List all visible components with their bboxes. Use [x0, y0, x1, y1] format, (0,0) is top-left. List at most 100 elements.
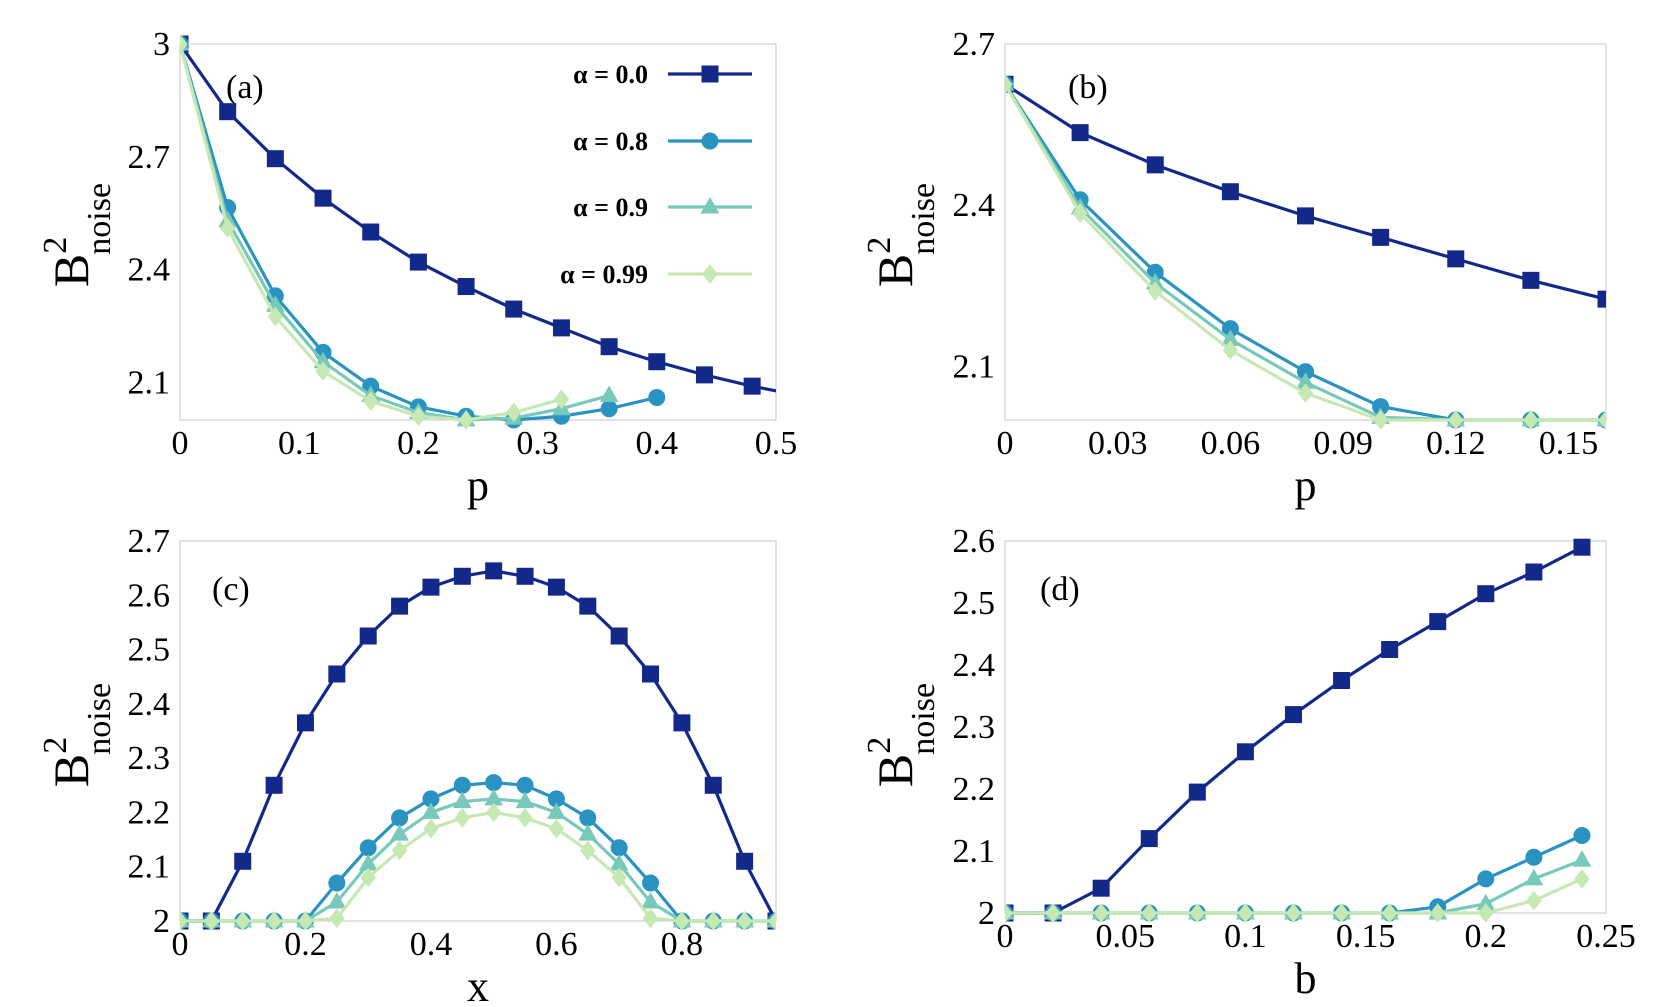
- data-point: [743, 377, 761, 395]
- x-tick-label: 0.2: [1465, 918, 1508, 955]
- data-point: [736, 852, 754, 870]
- x-tick-label: 0.4: [410, 926, 453, 963]
- x-tick-label: 0: [172, 425, 189, 462]
- data-point: [234, 852, 252, 870]
- data-point: [390, 824, 409, 841]
- data-point: [297, 911, 314, 931]
- series-alpha-0-99-a: [180, 34, 570, 430]
- data-point: [1284, 706, 1302, 724]
- x-tick-label: 0.6: [535, 926, 578, 963]
- data-point: [423, 818, 439, 839]
- data-point: [267, 306, 283, 327]
- data-point: [1092, 879, 1110, 897]
- data-point: [422, 578, 440, 596]
- data-point: [547, 802, 566, 819]
- data-point: [1381, 641, 1399, 658]
- data-point: [391, 597, 409, 615]
- x-tick-label: 0.2: [284, 926, 327, 963]
- data-point: [600, 400, 618, 418]
- x-tick-label: 0.05: [1095, 918, 1155, 955]
- data-point: [1597, 290, 1606, 308]
- series-line: [180, 43, 610, 422]
- y-tick-label: 2.1: [128, 849, 171, 886]
- data-point: [548, 818, 565, 839]
- series-alpha-0-0-c: [180, 562, 776, 930]
- y-tick-label: 2.3: [953, 709, 996, 746]
- panel-label-d: (d): [1040, 571, 1080, 608]
- legend-marker: [700, 196, 720, 214]
- data-point: [235, 911, 251, 931]
- data-point: [359, 839, 377, 857]
- x-axis-label: b: [1295, 954, 1317, 1003]
- x-tick-label: 0.15: [1336, 918, 1396, 955]
- data-point: [363, 391, 379, 412]
- series-line: [180, 43, 776, 393]
- data-point: [1222, 340, 1239, 360]
- data-point: [314, 189, 332, 207]
- data-point: [453, 776, 471, 794]
- data-point: [457, 278, 475, 296]
- data-point: [327, 891, 347, 909]
- data-point: [1598, 410, 1606, 430]
- data-point: [1221, 183, 1239, 201]
- y-tick-label: 2.6: [128, 577, 171, 614]
- series-alpha-0-0-a: [180, 35, 776, 395]
- data-point: [580, 840, 596, 861]
- x-tick-label: 0.09: [1313, 425, 1373, 462]
- data-point: [642, 908, 659, 929]
- data-point: [1478, 903, 1494, 923]
- x-axis-label: p: [1295, 461, 1317, 510]
- data-point: [1448, 410, 1464, 430]
- y-tick-label: 2.3: [128, 740, 171, 777]
- data-point: [610, 627, 628, 645]
- y-axis-label: B2 noise: [861, 183, 942, 287]
- plot-frame-c: [179, 540, 777, 922]
- data-point: [180, 911, 188, 931]
- data-point: [1382, 903, 1398, 923]
- data-point: [1237, 903, 1254, 923]
- data-point: [265, 776, 283, 794]
- data-point: [485, 562, 503, 580]
- data-point: [454, 808, 470, 828]
- data-point: [1045, 903, 1061, 923]
- y-tick-label: 2.7: [128, 139, 171, 176]
- series-line: [180, 780, 776, 923]
- data-point: [391, 840, 408, 861]
- data-point: [673, 714, 691, 732]
- data-point: [1072, 203, 1088, 224]
- y-tick-label: 2.4: [128, 252, 171, 289]
- series-alpha-0-99-c: [180, 802, 776, 931]
- x-tick-label: 0.8: [661, 926, 704, 963]
- data-point: [1522, 271, 1540, 289]
- data-point: [695, 366, 713, 384]
- data-point: [1573, 538, 1591, 556]
- data-point: [409, 253, 427, 271]
- data-point: [505, 300, 523, 318]
- data-point: [453, 567, 471, 585]
- y-tick-label: 2: [978, 895, 995, 932]
- data-point: [485, 774, 503, 792]
- data-point: [1372, 410, 1389, 430]
- series-alpha-0-0-d: [1005, 538, 1591, 922]
- y-axis-label: B2 noise: [37, 183, 118, 287]
- data-point: [410, 406, 427, 427]
- y-tick-label: 2.4: [953, 647, 996, 684]
- data-point: [219, 103, 237, 121]
- series-line: [180, 810, 776, 923]
- data-point: [1236, 743, 1254, 761]
- data-point: [1005, 74, 1013, 95]
- panel-a: 0 0.1 0.2 0.3 0.4 0.5 2.1 2.4 2.7 3 p B2 noise (a): [37, 26, 797, 510]
- data-point: [329, 908, 345, 929]
- legend-marker: [702, 264, 718, 284]
- data-point: [1429, 613, 1447, 631]
- data-point: [736, 911, 753, 931]
- data-point: [648, 353, 666, 371]
- y-tick-label: 2.1: [953, 833, 996, 870]
- panel-label-a: (a): [226, 69, 264, 106]
- data-point: [648, 388, 666, 406]
- data-point: [600, 338, 618, 356]
- data-point: [220, 218, 236, 239]
- data-point: [1477, 870, 1495, 888]
- panel-d: 0 0.05 0.1 0.15 0.2 0.25 2 2.1 2.2 2.3 2.4 2.5 2.6 b B…: [861, 523, 1636, 1003]
